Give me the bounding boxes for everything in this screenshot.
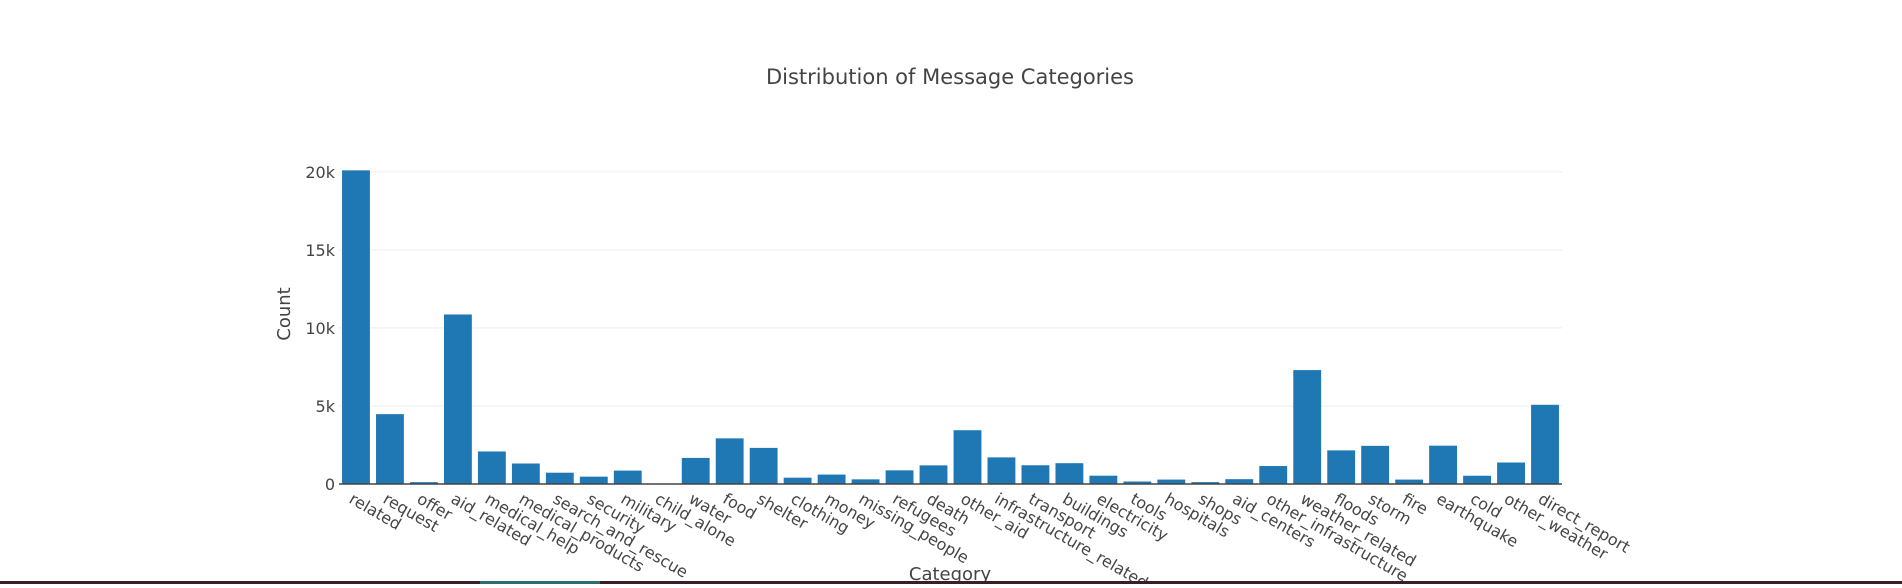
bar-request[interactable] <box>376 414 404 484</box>
bar-money[interactable] <box>817 474 846 484</box>
bar-buildings[interactable] <box>1055 463 1084 484</box>
y-tick-label: 5k <box>316 397 336 416</box>
x-axis-title: Category <box>909 564 992 584</box>
y-tick-label: 15k <box>305 241 335 260</box>
bar-water[interactable] <box>681 457 710 484</box>
chart-title: Distribution of Message Categories <box>766 65 1134 89</box>
bar-clothing[interactable] <box>783 477 812 484</box>
window-bottom-border-accent <box>480 581 600 584</box>
bar-infrastructure-related[interactable] <box>987 457 1016 484</box>
bar-tools[interactable] <box>1123 481 1152 484</box>
bar-transport[interactable] <box>1021 465 1050 484</box>
y-axis-title: Count <box>274 287 295 340</box>
gridlines <box>339 171 1562 407</box>
y-tick-label: 0 <box>325 475 335 494</box>
bar-related[interactable] <box>342 170 370 484</box>
bar-military[interactable] <box>613 470 642 484</box>
bar-security[interactable] <box>579 476 608 484</box>
bar-earthquake[interactable] <box>1429 445 1458 484</box>
window-bottom-border <box>0 581 1902 584</box>
bar-other-infrastructure[interactable] <box>1259 466 1288 484</box>
bar-food[interactable] <box>715 438 744 484</box>
bar-storm[interactable] <box>1361 445 1390 484</box>
y-tick-label: 10k <box>305 319 335 338</box>
bar-refugees[interactable] <box>885 470 914 484</box>
bar-series <box>342 170 1559 484</box>
y-tick-label: 20k <box>305 163 335 182</box>
bar-hospitals[interactable] <box>1157 479 1186 484</box>
bar-medical-products[interactable] <box>511 463 540 484</box>
bar-other-aid[interactable] <box>953 430 982 484</box>
bar-aid-related[interactable] <box>443 314 472 484</box>
bar-missing-people[interactable] <box>851 479 880 484</box>
bar-weather-related[interactable] <box>1293 370 1322 484</box>
y-tick-labels: 0 5k 10k 15k 20k <box>305 163 335 494</box>
bar-search-and-rescue[interactable] <box>545 472 574 484</box>
bar-death[interactable] <box>919 465 948 484</box>
bar-shops[interactable] <box>1191 482 1220 484</box>
bar-fire[interactable] <box>1395 479 1424 484</box>
bar-floods[interactable] <box>1327 450 1356 484</box>
bar-direct-report[interactable] <box>1531 404 1559 484</box>
bar-cold[interactable] <box>1463 475 1491 484</box>
bar-electricity[interactable] <box>1089 475 1118 484</box>
bar-medical-help[interactable] <box>477 451 506 484</box>
bar-shelter[interactable] <box>749 447 778 484</box>
bar-offer[interactable] <box>410 482 438 484</box>
bar-aid-centers[interactable] <box>1225 479 1254 484</box>
bar-other-weather[interactable] <box>1497 462 1525 484</box>
